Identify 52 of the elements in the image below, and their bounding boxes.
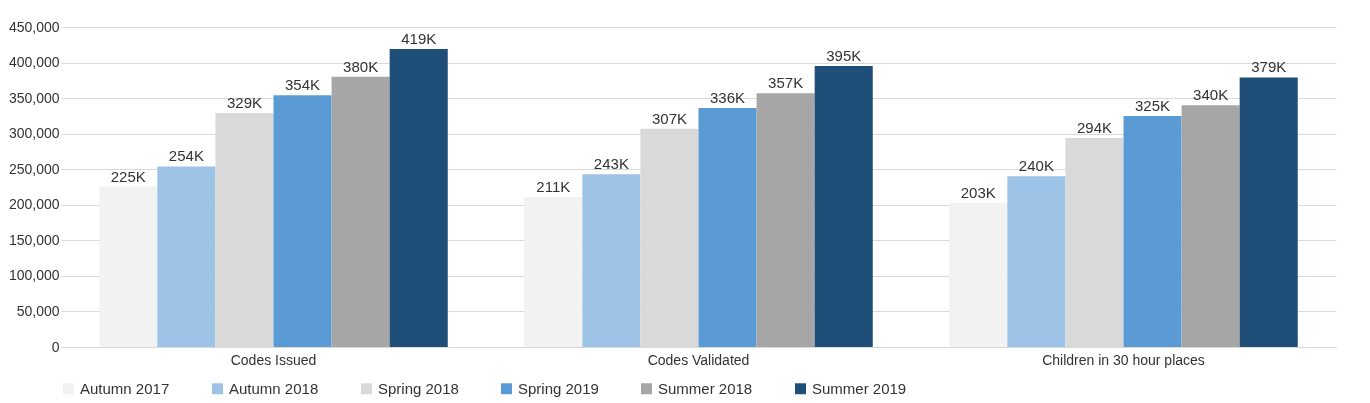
bar bbox=[157, 166, 216, 347]
bar bbox=[273, 95, 332, 347]
data-label: 329K bbox=[226, 94, 262, 112]
bar bbox=[1181, 105, 1240, 347]
data-label: 225K bbox=[110, 168, 146, 185]
data-label: 379K bbox=[1251, 58, 1287, 76]
legend-label: Spring 2019 bbox=[518, 379, 599, 397]
bar bbox=[99, 187, 158, 347]
data-label: 254K bbox=[168, 147, 204, 165]
legend-label: Autumn 2017 bbox=[80, 379, 170, 397]
data-label: 357K bbox=[768, 74, 804, 92]
y-tick-label: 0 bbox=[51, 338, 60, 355]
bar bbox=[698, 108, 757, 347]
y-tick-label: 350,000 bbox=[8, 89, 60, 106]
bar bbox=[949, 202, 1008, 347]
data-label: 307K bbox=[651, 109, 687, 127]
bar bbox=[1007, 176, 1066, 347]
bar bbox=[331, 76, 390, 347]
data-label: 419K bbox=[401, 30, 437, 48]
y-tick-label: 50,000 bbox=[16, 302, 60, 319]
y-tick-label: 200,000 bbox=[8, 196, 60, 213]
data-label: 340K bbox=[1193, 86, 1229, 104]
bar bbox=[389, 49, 448, 347]
y-tick-label: 300,000 bbox=[8, 125, 60, 142]
data-label: 294K bbox=[1076, 118, 1112, 136]
data-label: 240K bbox=[1018, 157, 1054, 175]
bar bbox=[1239, 77, 1298, 347]
y-tick-label: 450,000 bbox=[8, 18, 60, 35]
bar bbox=[1123, 115, 1182, 347]
data-label: 325K bbox=[1135, 96, 1171, 114]
data-label: 211K bbox=[536, 177, 571, 195]
data-label: 395K bbox=[826, 47, 862, 65]
legend-label: Spring 2018 bbox=[378, 379, 459, 397]
data-label: 243K bbox=[593, 155, 629, 173]
legend-label: Autumn 2018 bbox=[229, 379, 319, 397]
x-tick-label: Codes Issued bbox=[230, 351, 317, 368]
y-tick-label: 100,000 bbox=[8, 267, 60, 284]
y-tick-label: 250,000 bbox=[8, 160, 60, 177]
y-tick-label: 400,000 bbox=[8, 54, 60, 71]
bar bbox=[814, 66, 873, 347]
x-tick-label: Children in 30 hour places bbox=[1042, 351, 1205, 368]
legend-label: Summer 2018 bbox=[658, 379, 753, 397]
bar bbox=[582, 174, 641, 347]
data-label: 354K bbox=[285, 76, 321, 94]
bar bbox=[756, 93, 815, 347]
data-label: 336K bbox=[710, 89, 746, 107]
y-tick-label: 150,000 bbox=[8, 231, 60, 248]
legend-label: Summer 2019 bbox=[812, 379, 907, 397]
x-tick-label: Codes Validated bbox=[647, 351, 750, 368]
bar bbox=[524, 196, 583, 347]
data-label: 203K bbox=[960, 183, 996, 201]
data-label: 380K bbox=[343, 57, 379, 75]
